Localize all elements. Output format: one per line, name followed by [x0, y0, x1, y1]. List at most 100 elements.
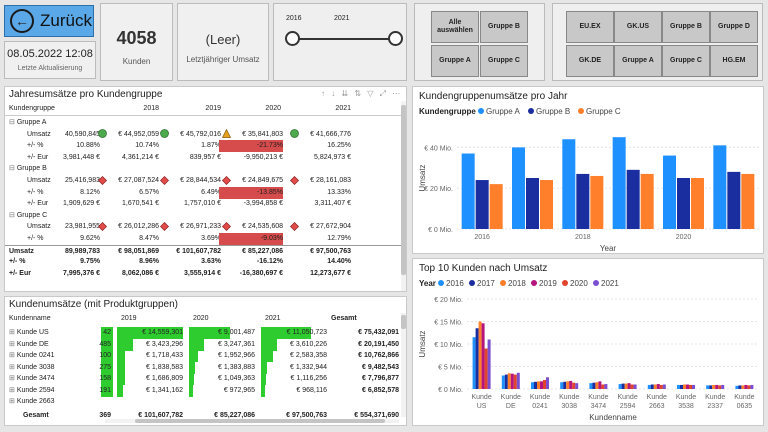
data-bar [117, 327, 183, 339]
table-row: ⊞ Kunde 3038 275 € 1,838,583 € 1,383,883 € 1… [5, 361, 401, 374]
status-diamond-icon [97, 175, 107, 187]
table-cell: € 554,371,690 [354, 411, 399, 419]
matrix-header-cell[interactable]: 2021 [265, 315, 281, 322]
status-diamond-icon [289, 221, 299, 233]
expand-icon[interactable]: ⊞ [9, 363, 17, 371]
y-tick-label: € 40 Mio. [424, 145, 453, 152]
y-axis-title: Umsatz [418, 164, 427, 191]
bar [540, 180, 553, 229]
legend-marker [562, 280, 568, 286]
table-cell: 6.57% [139, 188, 159, 196]
slicer-item-gruppe-a[interactable]: Gruppe A [431, 45, 479, 77]
expand-icon[interactable]: ⊟ [9, 165, 17, 173]
bar [713, 145, 727, 229]
row-label: ⊞ Kunde 2594 [9, 386, 55, 394]
bar [709, 385, 713, 389]
slicer-item-hg-em[interactable]: HG.EM [710, 45, 758, 77]
table-cell: € 9,482,543 [362, 363, 399, 371]
table-cell: -13.85% [219, 186, 283, 199]
row-label: ⊞ Kunde 3474 [9, 375, 55, 382]
matrix-customer-revenue-title: Kundenumsätze (mit Produktgruppen) [9, 299, 178, 310]
slicer-item-gruppe-a[interactable]: Gruppe A [614, 45, 662, 77]
expand-icon[interactable]: ⊞ [9, 340, 17, 348]
matrix-yearly-revenue-body: Kundengruppe 2018 2019 2020 2021 ⊟ Gruppe A Um… [5, 103, 401, 291]
slicer-item-gruppe-d[interactable]: Gruppe D [710, 11, 758, 43]
status-diamond-icon [221, 175, 231, 187]
table-cell: 8,062,086 € [122, 269, 159, 277]
table-cell: € 1,383,883 [218, 363, 255, 371]
visual-header-icons[interactable]: ↑ ↓ ⇊ ⇅ ▽ ⤢ ⋯ [321, 89, 403, 98]
legend-label: Gruppe C [586, 107, 621, 116]
matrix-customer-revenue-hscroll[interactable] [105, 419, 399, 423]
matrix-header-cell[interactable]: 2019 [205, 105, 221, 112]
bar [747, 385, 751, 389]
matrix-header-cell[interactable]: Kundenname [9, 315, 51, 322]
year-slider-handle-to[interactable] [388, 31, 403, 46]
slicer-item-gruppe-c[interactable]: Gruppe C [662, 45, 710, 77]
row-label: ⊞ Kunde 2663 [9, 398, 55, 405]
slicer-item-select-all[interactable]: Alle auswählen [431, 11, 479, 43]
chart-top10-customers: Top 10 Kunden nach Umsatz Year 2016 2017 201… [412, 258, 764, 426]
legend-label: 2016 [446, 279, 464, 288]
table-cell: € 3,247,361 [218, 340, 255, 348]
expand-icon[interactable]: ⊞ [9, 375, 17, 382]
bar [604, 384, 608, 389]
x-tick-label: Kunde 3474 [588, 394, 608, 410]
matrix-header-cell[interactable]: 2020 [193, 315, 209, 322]
matrix-customer-revenue-vscroll[interactable] [401, 313, 406, 417]
matrix-header-cell[interactable]: 2020 [265, 105, 281, 112]
table-cell: 275 [99, 363, 111, 371]
data-bar [261, 361, 267, 374]
table-cell: 14.40% [327, 258, 351, 266]
status-circle-icon [97, 129, 107, 141]
bar [677, 178, 690, 229]
y-tick-label: € 20 Mio. [424, 186, 453, 193]
slicer-item-gk-us[interactable]: GK.US [614, 11, 662, 43]
table-row: +/- Eur 1,909,629 € 1,670,541 € 1,757,010 €… [5, 198, 401, 210]
matrix-header-cell[interactable]: 2019 [121, 315, 137, 322]
legend-marker [578, 108, 584, 114]
expand-icon[interactable]: ⊟ [9, 119, 17, 126]
slicer-item-gruppe-b[interactable]: Gruppe B [662, 11, 710, 43]
slicer-item-gruppe-c[interactable]: Gruppe C [480, 45, 528, 77]
bar [566, 381, 570, 389]
table-cell: € 45,792,016 [180, 130, 221, 138]
table-row: Umsatz 40,590,845 € 44,952,059 € 45,792,016… [5, 128, 401, 141]
back-button[interactable]: ← Zurück [4, 5, 94, 37]
matrix-header-cell[interactable]: Kundengruppe [9, 105, 55, 112]
table-cell: 4,361,214 € [122, 153, 159, 161]
expand-icon[interactable]: ⊞ [9, 352, 17, 359]
matrix-yearly-revenue-scrollbar[interactable] [401, 101, 406, 291]
bar [572, 382, 576, 389]
legend-marker [528, 108, 534, 114]
matrix-header-cell[interactable]: 2021 [335, 105, 351, 112]
expand-icon[interactable]: ⊞ [9, 386, 17, 394]
slicer-item-gk-de[interactable]: GK.DE [566, 45, 614, 77]
slicer-item-eu-ex[interactable]: EU.EX [566, 11, 614, 43]
table-row: ⊟ Gruppe C [5, 210, 401, 222]
bar [576, 173, 590, 229]
expand-icon[interactable]: ⊞ [9, 398, 17, 405]
table-cell: € 2,583,358 [290, 352, 327, 359]
expand-icon[interactable]: ⊞ [9, 329, 17, 336]
year-slider-handle-from[interactable] [285, 31, 300, 46]
matrix-header-cell[interactable]: 2018 [143, 105, 159, 112]
data-bar [189, 350, 198, 362]
x-axis-title: Year [600, 244, 617, 253]
table-cell: 6.49% [201, 188, 221, 196]
bar [706, 385, 710, 389]
table-cell: € 27,672,904 [310, 223, 351, 231]
slicer-item-gruppe-b[interactable]: Gruppe B [480, 11, 528, 43]
x-tick-label: Kunde 2663 [647, 394, 667, 410]
data-bar [117, 384, 123, 397]
matrix-yearly-revenue: Jahresumsätze pro Kundengruppe ↑ ↓ ⇊ ⇅ ▽… [4, 86, 407, 292]
table-cell: € 20,191,450 [358, 340, 399, 348]
bar [546, 377, 549, 389]
y-tick-label: € 0 Mio. [428, 227, 453, 234]
matrix-header-cell[interactable]: Gesamt [331, 315, 357, 322]
x-tick-label: 2020 [676, 234, 692, 241]
table-row: +/- % 9.62% 8.47% 3.69% -9.03% 12.79% [5, 233, 401, 245]
bar [659, 384, 663, 389]
expand-icon[interactable]: ⊟ [9, 211, 17, 219]
table-row: +/- % 10.88% 10.74% 1.87% -21.73% 16.25% [5, 140, 401, 153]
